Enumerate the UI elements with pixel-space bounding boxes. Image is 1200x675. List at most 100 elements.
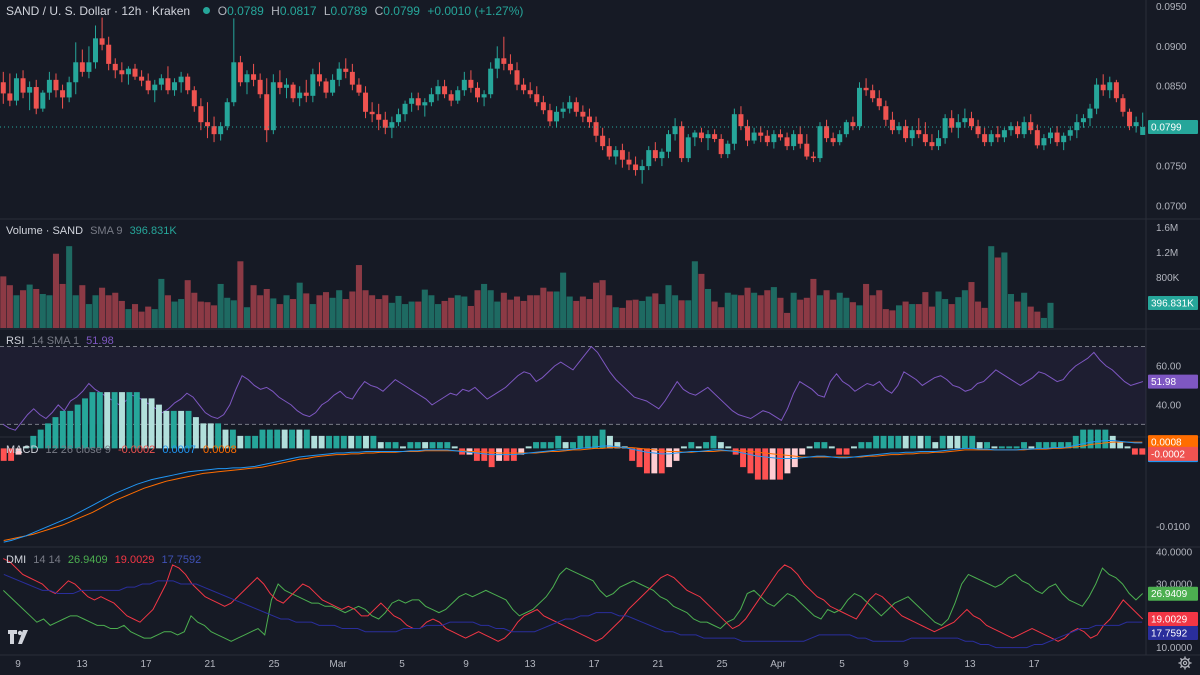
rsi-last-tag-bg	[1148, 374, 1198, 389]
volume-bar	[500, 292, 507, 328]
macd-histogram-bar	[525, 446, 532, 449]
macd-histogram-bar	[954, 435, 961, 449]
candle-body	[705, 134, 711, 139]
volume-bar	[955, 297, 962, 328]
ohlc-close-label: C	[374, 4, 384, 18]
volume-bar	[250, 285, 257, 328]
candle-body	[1094, 84, 1100, 109]
volume-bar	[224, 297, 231, 328]
volume-bar	[856, 305, 863, 328]
volume-bar	[830, 299, 837, 328]
candle-body	[237, 62, 243, 83]
volume-bar	[296, 282, 303, 328]
volume-bar	[816, 295, 824, 328]
candle-body	[738, 114, 744, 127]
candle-body	[962, 118, 968, 123]
macd-histogram-bar	[429, 442, 436, 449]
tradingview-logo-icon[interactable]	[8, 630, 30, 644]
candle-body	[53, 79, 59, 91]
rsi-value: 51.98	[86, 335, 114, 347]
volume-bar	[981, 307, 988, 328]
candle-body	[712, 134, 718, 139]
ohlc-open-value: 0.0789	[227, 4, 264, 18]
candle-body	[916, 130, 922, 135]
candle-body	[856, 87, 863, 127]
candle-body	[665, 134, 672, 152]
volume-header[interactable]: Volume · SAND SMA 9 396.831K	[6, 225, 181, 237]
candle-body	[343, 68, 349, 72]
macd-histogram-bar	[1080, 429, 1087, 449]
macd-histogram-bar	[348, 435, 355, 449]
volume-bar	[757, 295, 764, 328]
candle-body	[1087, 108, 1093, 119]
volume-bar	[909, 304, 916, 328]
macd-header[interactable]: MACD 12 26 close 9 -0.0002 0.0007 0.0008	[6, 444, 241, 456]
volume-bar	[895, 305, 903, 328]
candle-body	[204, 122, 210, 127]
candle-body	[1140, 126, 1146, 135]
macd-histogram-bar	[163, 410, 170, 449]
status-dot-icon	[203, 7, 211, 14]
candle-body	[1067, 130, 1073, 136]
candle-body	[909, 130, 915, 139]
candle-body	[488, 68, 494, 95]
candle-body	[850, 122, 856, 127]
macd-histogram-bar	[1102, 429, 1109, 449]
volume-bar	[876, 290, 883, 328]
volume-bar	[72, 295, 79, 328]
macd-histogram-bar	[961, 435, 968, 449]
macd-histogram-bar	[1006, 446, 1013, 449]
candle-body	[13, 78, 19, 101]
candle-body	[718, 138, 724, 155]
price-axis-label: 0.0950	[1156, 2, 1187, 13]
candle-body	[1107, 82, 1113, 91]
candle-body	[698, 132, 704, 139]
candle-body	[995, 134, 1001, 138]
candle-body	[60, 90, 66, 98]
time-axis-label: 17	[588, 659, 600, 670]
macd-histogram-bar	[30, 435, 37, 449]
volume-bar	[691, 261, 698, 328]
macd-histogram-bar	[540, 442, 547, 449]
candle-body	[297, 92, 303, 99]
candle-body	[455, 90, 461, 101]
volume-bar	[889, 310, 896, 328]
volume-bar	[579, 296, 586, 328]
volume-bar	[573, 300, 580, 328]
candle-body	[165, 78, 171, 91]
macd-histogram-bar	[407, 442, 414, 449]
macd-histogram-bar	[1139, 448, 1146, 455]
price-header: SAND / U. S. Dollar · 12h · Kraken O0.07…	[6, 4, 527, 18]
symbol-title[interactable]: SAND / U. S. Dollar · 12h · Kraken	[6, 4, 191, 18]
candle-body	[310, 74, 316, 96]
macd-histogram-bar	[436, 442, 443, 449]
macd-histogram-bar	[924, 435, 931, 449]
candle-body	[830, 138, 836, 143]
macd-histogram-bar	[74, 404, 81, 449]
macd-histogram-bar	[192, 417, 199, 449]
macd-histogram-bar	[858, 442, 865, 449]
volume-bar	[593, 282, 600, 328]
volume-bar	[46, 295, 53, 328]
macd-histogram-bar	[584, 435, 591, 449]
candle-body	[1008, 126, 1014, 131]
macd-histogram-bar	[96, 392, 103, 449]
dmi-header[interactable]: DMI 14 14 26.9409 19.0029 17.7592	[6, 554, 205, 566]
macd-histogram-bar	[311, 435, 318, 449]
candle-body	[843, 122, 849, 135]
macd-histogram-bar	[599, 429, 606, 449]
candle-body	[975, 126, 981, 135]
candle-body	[672, 126, 678, 135]
rsi-header[interactable]: RSI 14 SMA 1 51.98	[6, 335, 118, 347]
volume-bar	[540, 287, 547, 328]
settings-gear-icon[interactable]	[1178, 656, 1192, 670]
volume-bar	[355, 265, 362, 328]
candle-body	[33, 87, 39, 109]
macd-histogram-bar	[141, 398, 148, 449]
volume-bar	[59, 283, 66, 328]
time-axis-label: 13	[76, 659, 88, 670]
candle-body	[336, 68, 342, 80]
macd-histogram-bar	[1021, 442, 1027, 449]
macd-histogram-bar	[45, 423, 52, 449]
